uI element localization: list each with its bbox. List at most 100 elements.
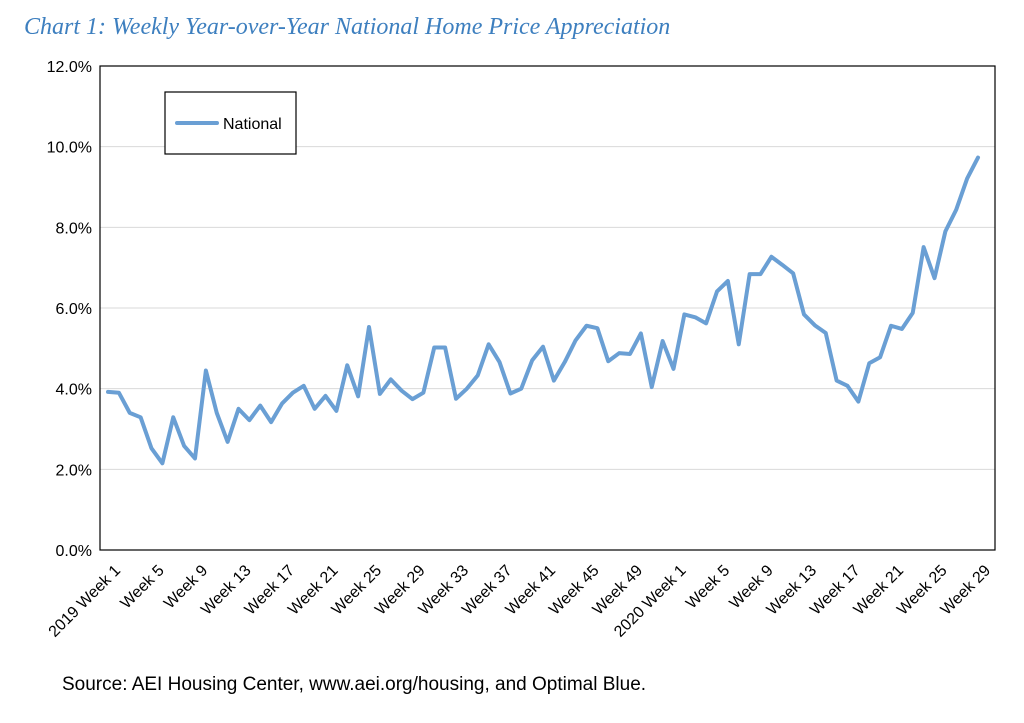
series-national [106,155,980,466]
data-point [247,418,251,422]
data-point [639,331,643,335]
data-point [487,342,491,346]
data-point [215,411,219,415]
data-point [715,289,719,293]
data-point [922,245,926,249]
data-point [150,446,154,450]
data-point [421,391,425,395]
data-point [465,387,469,391]
x-tick-label: Week 5 [683,562,733,612]
data-point [595,326,599,330]
data-point [204,369,208,373]
data-point [726,279,730,283]
data-point [334,409,338,413]
source-note: Source: AEI Housing Center, www.aei.org/… [62,674,647,695]
chart-title: Chart 1: Weekly Year-over-Year National … [24,14,671,40]
data-point [443,346,447,350]
legend-label-national: National [223,116,282,133]
legend: National [164,91,297,155]
data-point [400,389,404,393]
plot-frame [99,65,996,551]
x-tick-label: Week 5 [118,562,168,612]
data-point [682,312,686,316]
data-point [737,342,741,346]
data-point [302,384,306,388]
data-point [606,359,610,363]
data-point [106,390,110,394]
data-point [411,397,415,401]
data-point [139,415,143,419]
data-point [498,360,502,364]
data-point [780,263,784,267]
data-point [846,384,850,388]
data-point [117,391,121,395]
data-point [574,338,578,342]
data-point [661,339,665,343]
y-tick-label: 6.0% [56,301,92,318]
data-point [813,323,817,327]
data-point [171,415,175,419]
data-point [519,387,523,391]
data-point [769,255,773,259]
data-point [530,358,534,362]
data-point [585,324,589,328]
data-point [856,400,860,404]
data-point [345,363,349,367]
data-point [432,346,436,350]
data-point [835,379,839,383]
y-tick-label: 2.0% [56,462,92,479]
data-point [824,331,828,335]
data-point [943,229,947,233]
data-point [280,402,284,406]
y-tick-label: 12.0% [47,59,92,76]
data-point [508,392,512,396]
data-point [226,440,230,444]
data-point [900,327,904,331]
data-point [182,444,186,448]
y-tick-label: 4.0% [56,382,92,399]
x-tick-label: 2019 Week 1 [46,562,125,641]
data-point [976,156,980,160]
data-point [324,394,328,398]
data-point [748,272,752,276]
data-point [650,385,654,389]
data-point [911,311,915,315]
data-point [867,361,871,365]
data-point [541,345,545,349]
data-point [269,420,273,424]
data-point [552,379,556,383]
data-point [965,177,969,181]
data-point [193,456,197,460]
data-point [704,321,708,325]
data-point [454,397,458,401]
y-axis: 0.0% 2.0% 4.0% 6.0% 8.0% 10.0% 12.0% [47,59,92,560]
data-point [878,355,882,359]
data-point [367,325,371,329]
data-point [672,367,676,371]
data-point [802,312,806,316]
data-point [237,407,241,411]
data-point [791,271,795,275]
data-point [617,351,621,355]
y-tick-label: 8.0% [56,220,92,237]
data-point [563,360,567,364]
data-point [356,394,360,398]
data-point [954,208,958,212]
data-point [258,404,262,408]
data-point [759,272,763,276]
data-point [933,276,937,280]
data-point [389,377,393,381]
data-point [889,324,893,328]
y-tick-label: 0.0% [56,543,92,560]
data-point [128,411,132,415]
data-point [476,373,480,377]
data-point [378,392,382,396]
gridlines [100,146,995,470]
data-point [291,391,295,395]
series-line-national [106,155,980,466]
y-tick-label: 10.0% [47,140,92,157]
data-point [693,315,697,319]
data-point [628,352,632,356]
